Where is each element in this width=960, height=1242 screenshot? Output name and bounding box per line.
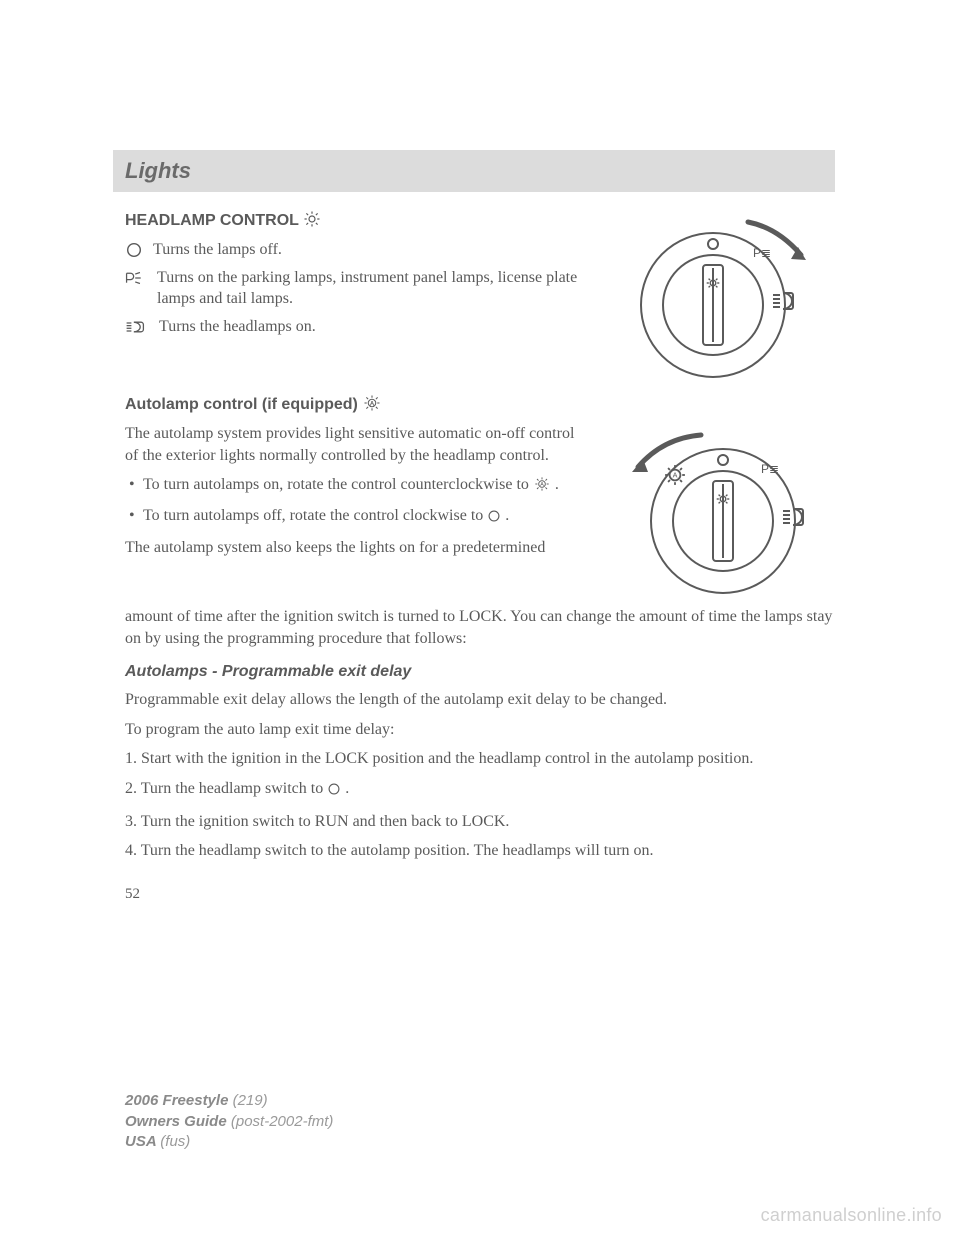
autolamp-bullets: To turn autolamps on, rotate the control… [125,474,580,529]
headlamp-control-text: HEADLAMP CONTROL Turns the lamps off. [125,210,580,343]
bullet-on-suffix: . [551,476,559,493]
autolamp-heading: Autolamp control (if equipped) [125,396,358,413]
exit-delay-s2: 2. Turn the headlamp switch to . [125,778,835,803]
footer-2b: (post-2002-fmt) [231,1113,334,1130]
exit-delay-s4: 4. Turn the headlamp switch to the autol… [125,840,835,862]
footer-2a: Owners Guide [125,1113,231,1130]
autolamp-text-col: The autolamp system provides light sensi… [125,423,580,559]
autolamp-a-icon: A [533,476,551,499]
s2-prefix: 2. Turn the headlamp switch to [125,780,327,797]
parking-lamp-icon [125,269,147,287]
autolamp-dial-diagram: A P≣ [600,423,835,598]
footer: 2006 Freestyle (219) Owners Guide (post-… [125,1091,333,1152]
autolamp-para2a: The autolamp system also keeps the light… [125,537,580,559]
s2-suffix: . [341,780,349,797]
watermark: carmanualsonline.info [761,1205,942,1226]
exit-delay-s3: 3. Turn the ignition switch to RUN and t… [125,811,835,833]
parking-text: Turns on the parking lamps, instrument p… [157,267,580,310]
page-number: 52 [125,886,835,903]
heading-text: HEADLAMP CONTROL [125,212,299,229]
svg-text:A: A [672,471,677,480]
svg-text:P≣: P≣ [753,246,771,260]
exit-delay-s1: 1. Start with the ignition in the LOCK p… [125,748,835,770]
autolamp-icon: A [362,394,382,417]
headlamps-on-icon [125,318,149,336]
autolamp-intro: The autolamp system provides light sensi… [125,423,580,466]
headlamp-dial-diagram: P≣ [600,210,835,380]
off-circle-icon [327,781,341,803]
exit-delay-p2: To program the auto lamp exit time delay… [125,719,835,741]
bullet-on-prefix: To turn autolamps on, rotate the control… [143,476,533,493]
off-circle-icon [487,508,501,530]
bullet-autolamp-off: To turn autolamps off, rotate the contro… [125,505,580,530]
section-header: Lights [113,150,835,192]
autolamp-heading-row: Autolamp control (if equipped) A [125,394,835,417]
footer-3b: (fus) [160,1133,190,1150]
footer-3a: USA [125,1133,160,1150]
exit-delay-p1: Programmable exit delay allows the lengt… [125,689,835,711]
bullet-off-prefix: To turn autolamps off, rotate the contro… [143,507,487,524]
headlamp-control-heading: HEADLAMP CONTROL [125,210,580,233]
off-text: Turns the lamps off. [153,239,282,261]
exit-delay-heading: Autolamps - Programmable exit delay [125,663,835,681]
autolamp-para2b: amount of time after the ignition switch… [125,606,835,649]
off-circle-icon [125,241,143,259]
footer-1b: (219) [233,1092,268,1109]
svg-text:A: A [540,482,544,488]
bullet-autolamp-on: To turn autolamps on, rotate the control… [125,474,580,499]
sun-icon [303,210,321,233]
bullet-off-suffix: . [501,507,509,524]
headlamps-text: Turns the headlamps on. [159,316,316,338]
footer-1a: 2006 Freestyle [125,1092,233,1109]
svg-text:A: A [370,401,375,407]
section-title: Lights [125,158,191,183]
svg-text:P≣: P≣ [761,462,779,476]
